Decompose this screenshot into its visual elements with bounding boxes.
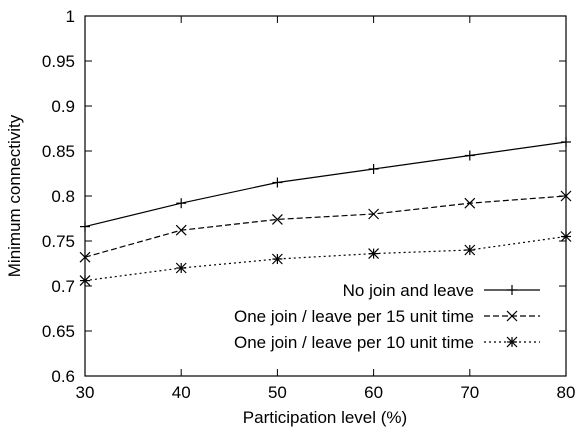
series-line — [84, 195, 567, 258]
y-tick-label: 0.6 — [51, 367, 75, 386]
y-tick-label: 0.85 — [42, 142, 75, 161]
y-axis-label: Minimum connectivity — [5, 114, 24, 277]
marker-stroke — [506, 336, 518, 348]
point-marker — [79, 251, 91, 263]
series-line — [84, 235, 567, 282]
marker-stroke — [464, 197, 476, 209]
series-2 — [79, 190, 572, 263]
x-tick-label: 80 — [557, 383, 576, 402]
point-marker — [507, 285, 517, 295]
point-marker — [272, 177, 283, 188]
point-marker — [368, 208, 380, 220]
legend-label: One join / leave per 15 unit time — [234, 307, 474, 326]
marker-stroke — [368, 248, 380, 260]
point-marker — [464, 197, 476, 209]
point-marker — [80, 221, 90, 232]
legend-label: One join / leave per 10 unit time — [234, 333, 474, 352]
point-marker — [560, 231, 572, 242]
marker-stroke — [175, 224, 187, 236]
point-marker — [271, 253, 283, 265]
x-tick-label: 40 — [172, 383, 191, 402]
x-tick-label: 60 — [364, 383, 383, 402]
x-tick-label: 30 — [76, 383, 95, 402]
marker-stroke — [368, 208, 380, 220]
marker-stroke — [79, 251, 91, 263]
y-tick-label: 0.9 — [51, 97, 75, 116]
y-axis: 0.6 0.65 0.7 0.75 0.8 0.85 0.9 0.95 1 — [42, 7, 566, 386]
point-marker — [464, 244, 476, 256]
series-1 — [80, 137, 571, 232]
point-marker — [506, 336, 518, 348]
point-marker — [79, 275, 91, 287]
y-tick-label: 0.7 — [51, 277, 75, 296]
y-tick-label: 0.8 — [51, 187, 75, 206]
point-marker — [271, 213, 283, 225]
y-tick-label: 0.65 — [42, 322, 75, 341]
marker-stroke — [506, 310, 518, 322]
point-marker — [175, 262, 187, 274]
x-axis: 30 40 50 60 70 80 — [76, 16, 576, 402]
legend-label: No join and leave — [343, 281, 474, 300]
marker-stroke — [464, 244, 476, 256]
marker-stroke — [560, 190, 572, 202]
marker-stroke — [271, 253, 283, 265]
y-tick-label: 1 — [66, 7, 75, 26]
marker-stroke — [271, 213, 283, 225]
series-line — [84, 141, 567, 228]
point-marker — [175, 224, 187, 236]
marker-stroke — [79, 275, 91, 287]
series-3 — [79, 231, 572, 287]
y-tick-label: 0.75 — [42, 232, 75, 251]
point-marker — [561, 137, 571, 147]
point-marker — [506, 310, 518, 322]
series-layer — [79, 137, 572, 287]
x-tick-label: 70 — [460, 383, 479, 402]
marker-stroke — [175, 262, 187, 274]
y-tick-label: 0.95 — [42, 52, 75, 71]
legend: No join and leave One join / leave per 15… — [234, 281, 540, 352]
point-marker — [464, 150, 475, 161]
point-marker — [368, 248, 380, 260]
x-tick-label: 50 — [268, 383, 287, 402]
point-marker — [176, 198, 187, 209]
point-marker — [368, 164, 379, 174]
x-axis-label: Participation level (%) — [243, 408, 407, 427]
point-marker — [560, 190, 572, 202]
marker-stroke — [560, 231, 572, 242]
